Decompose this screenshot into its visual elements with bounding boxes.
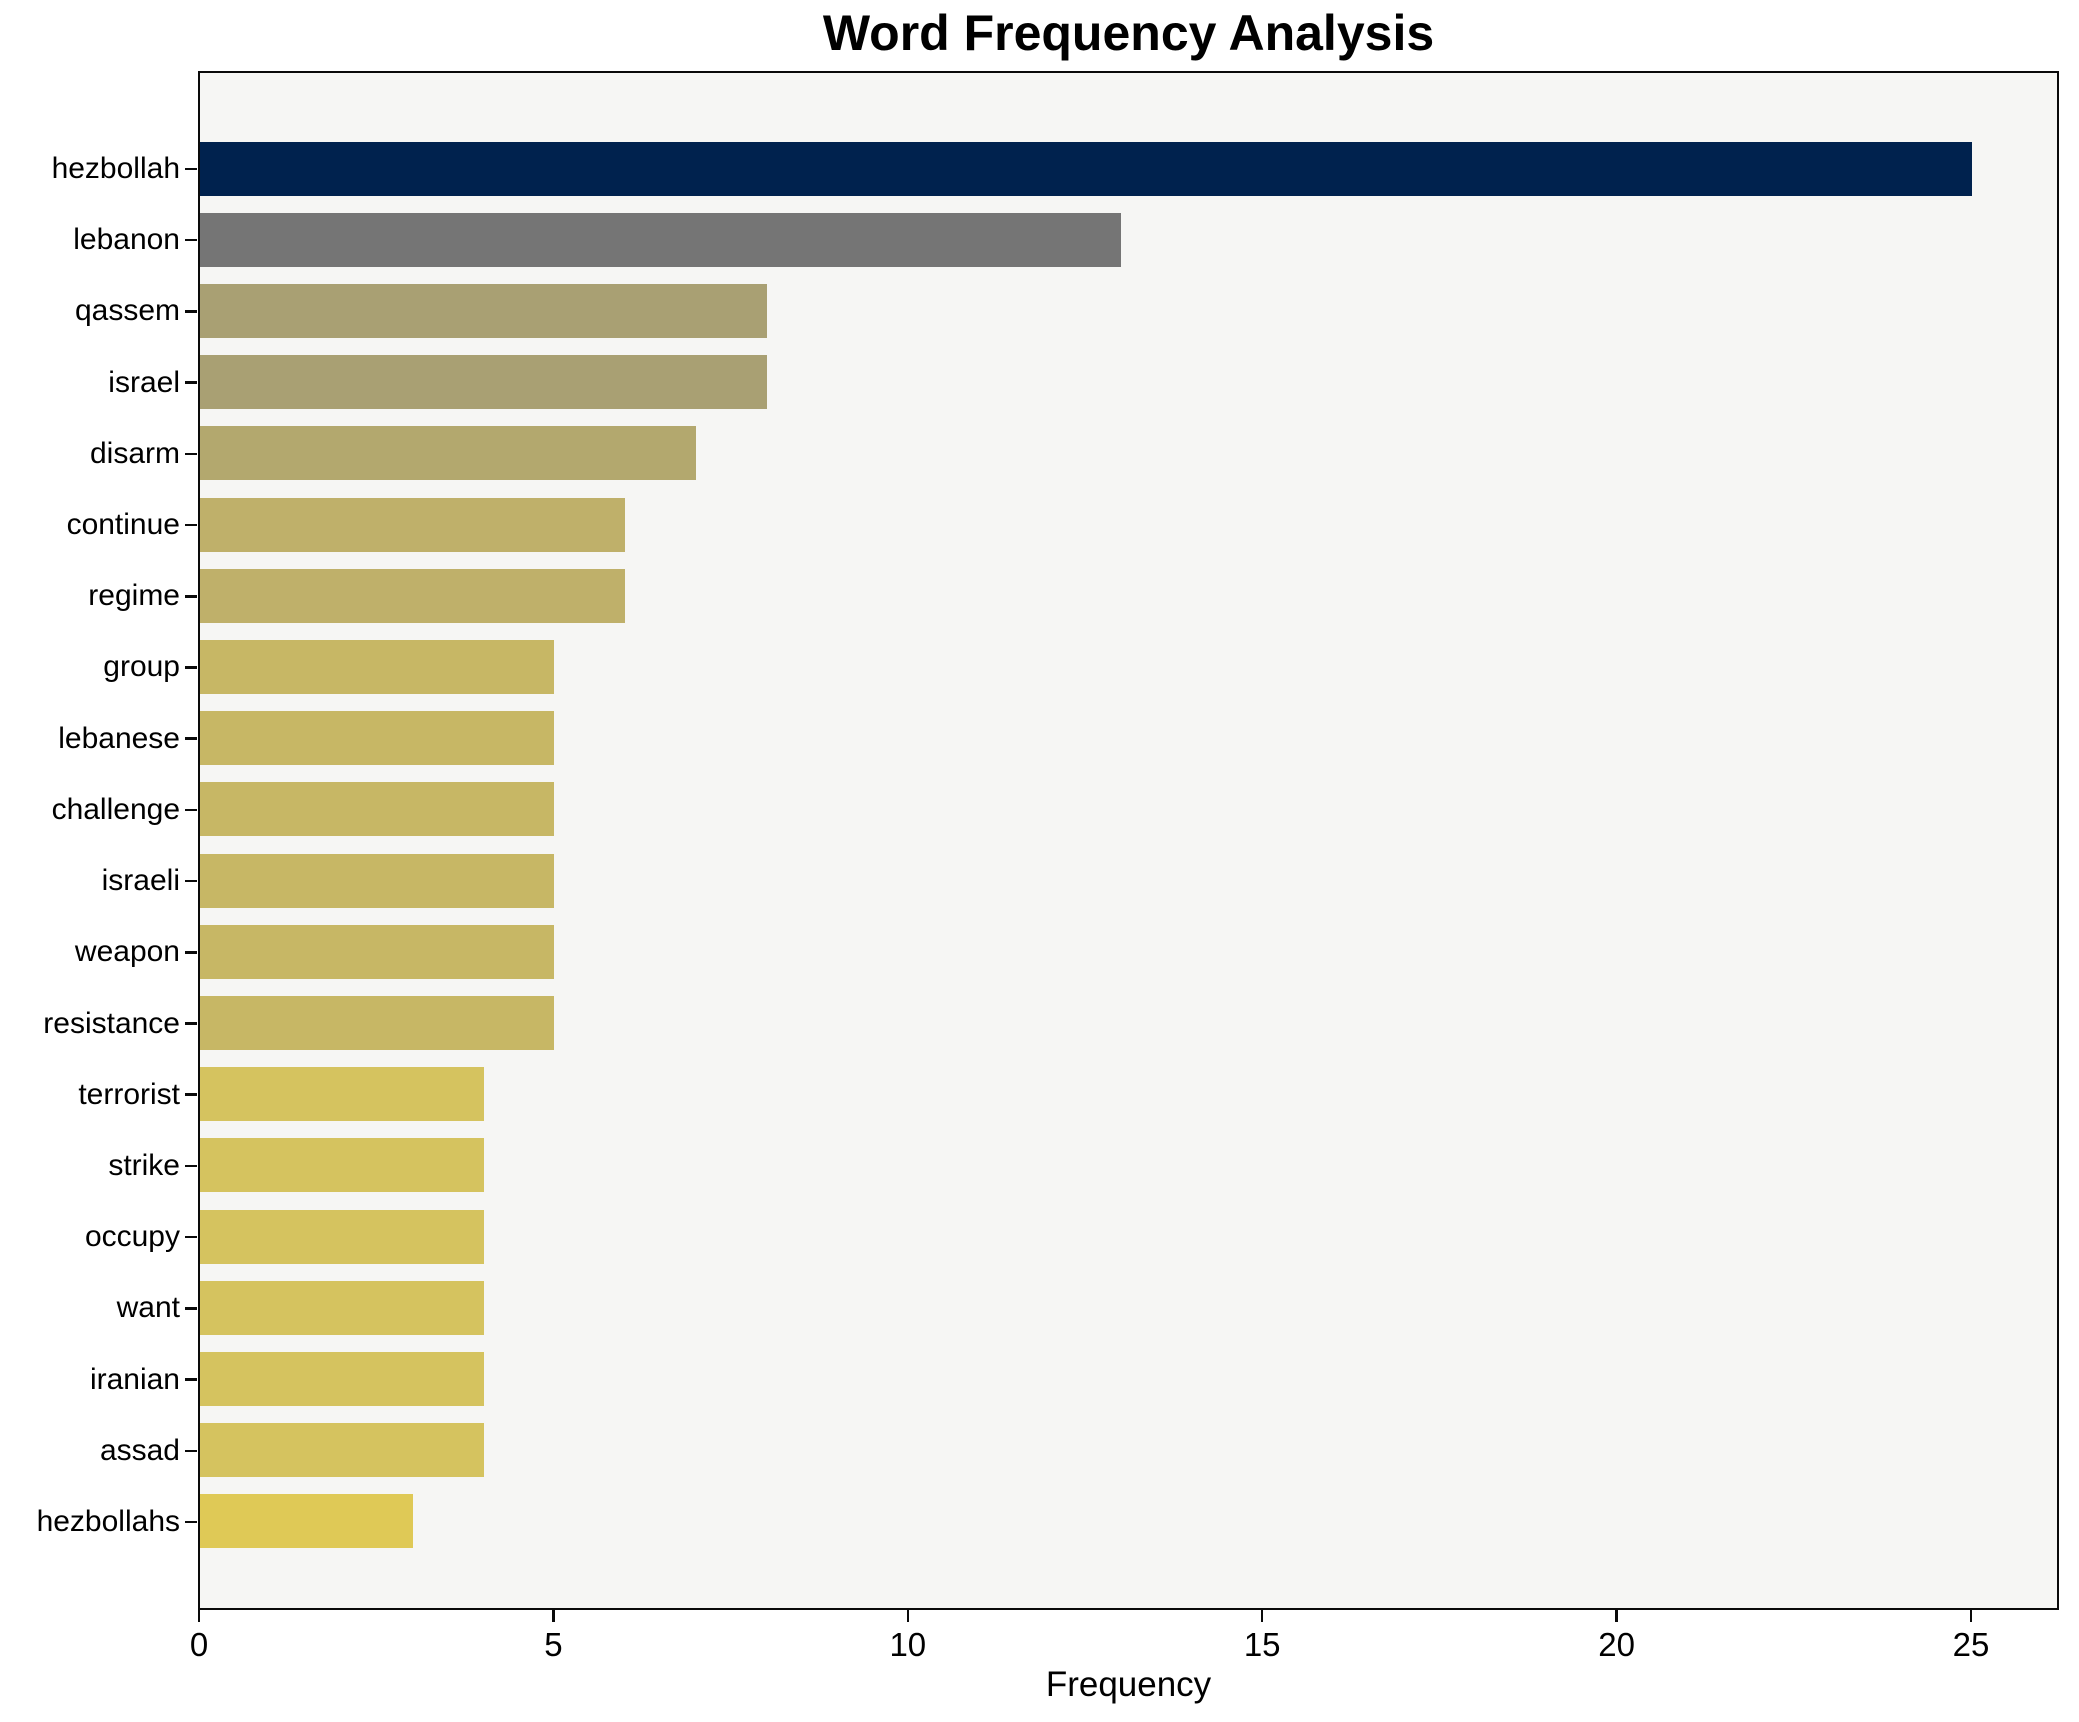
x-tick-mark [552,1610,555,1622]
bar-resistance [200,996,555,1051]
y-tick-mark [185,1307,197,1310]
y-tick-mark [185,1022,197,1025]
y-tick-mark [185,381,197,384]
y-tick-label: assad [99,1433,180,1467]
bar-iranian [200,1352,484,1407]
y-tick-label: terrorist [78,1077,180,1111]
y-tick-mark [185,238,197,242]
x-tick-label: 10 [889,1626,927,1663]
y-tick-label: israeli [101,864,180,898]
bar-occupy [200,1209,484,1264]
y-tick-label: resistance [43,1006,180,1040]
y-tick-label: qassem [74,294,180,328]
bar-challenge [200,782,555,837]
y-tick-mark [185,951,197,954]
x-axis-label: Frequency [1045,1665,1212,1704]
y-tick-label: continue [66,508,180,542]
y-tick-label: lebanon [73,223,180,257]
y-tick-mark [185,1520,197,1524]
x-tick-mark [906,1610,910,1622]
plot-area [198,71,2059,1610]
y-tick-label: iranian [89,1362,180,1396]
bar-strike [200,1138,484,1193]
y-tick-label: strike [108,1148,180,1182]
x-tick-label: 25 [1952,1626,1990,1663]
y-tick-label: lebanese [58,721,180,755]
y-tick-label: challenge [51,792,180,826]
y-tick-label: disarm [89,436,180,470]
y-tick-mark [185,523,197,527]
y-tick-mark [185,1378,197,1381]
y-tick-mark [185,808,197,812]
bar-lebanese [200,711,555,766]
x-tick-mark [197,1610,201,1622]
bar-hezbollahs [200,1494,413,1549]
y-tick-label: weapon [74,935,180,969]
y-tick-mark [185,1235,197,1239]
bar-lebanon [200,212,1122,267]
bar-disarm [200,426,697,481]
bar-want [200,1280,484,1335]
x-tick-label: 20 [1598,1626,1635,1663]
x-tick-mark [1615,1610,1618,1622]
x-tick-label: 0 [189,1626,209,1663]
x-tick-label: 15 [1243,1626,1281,1663]
bar-terrorist [200,1067,484,1122]
x-tick-label: 5 [544,1626,563,1663]
y-tick-mark [185,310,197,313]
y-tick-mark [185,595,197,598]
y-tick-mark [185,1449,197,1453]
y-tick-mark [185,452,197,456]
bar-israeli [200,853,555,908]
y-tick-label: hezbollahs [36,1504,180,1538]
bar-regime [200,568,626,623]
y-tick-label: israel [108,365,180,399]
bar-continue [200,497,626,552]
y-tick-mark [185,666,197,669]
bar-israel [200,355,768,410]
x-tick-mark [1969,1610,1973,1622]
y-tick-mark [185,1093,197,1096]
chart-title: Word Frequency Analysis [822,5,1435,61]
y-tick-mark [185,737,197,740]
y-tick-label: regime [88,579,180,613]
bar-qassem [200,283,768,338]
x-tick-mark [1260,1610,1264,1622]
bar-hezbollah [200,141,1972,196]
y-tick-label: hezbollah [51,152,180,185]
y-tick-label: group [103,650,180,684]
y-tick-label: occupy [84,1220,180,1254]
y-tick-label: want [116,1291,180,1325]
bar-weapon [200,924,555,979]
y-tick-mark [185,167,197,171]
y-tick-mark [185,1164,197,1168]
bar-assad [200,1423,484,1478]
bar-group [200,639,555,694]
y-tick-mark [185,879,197,883]
